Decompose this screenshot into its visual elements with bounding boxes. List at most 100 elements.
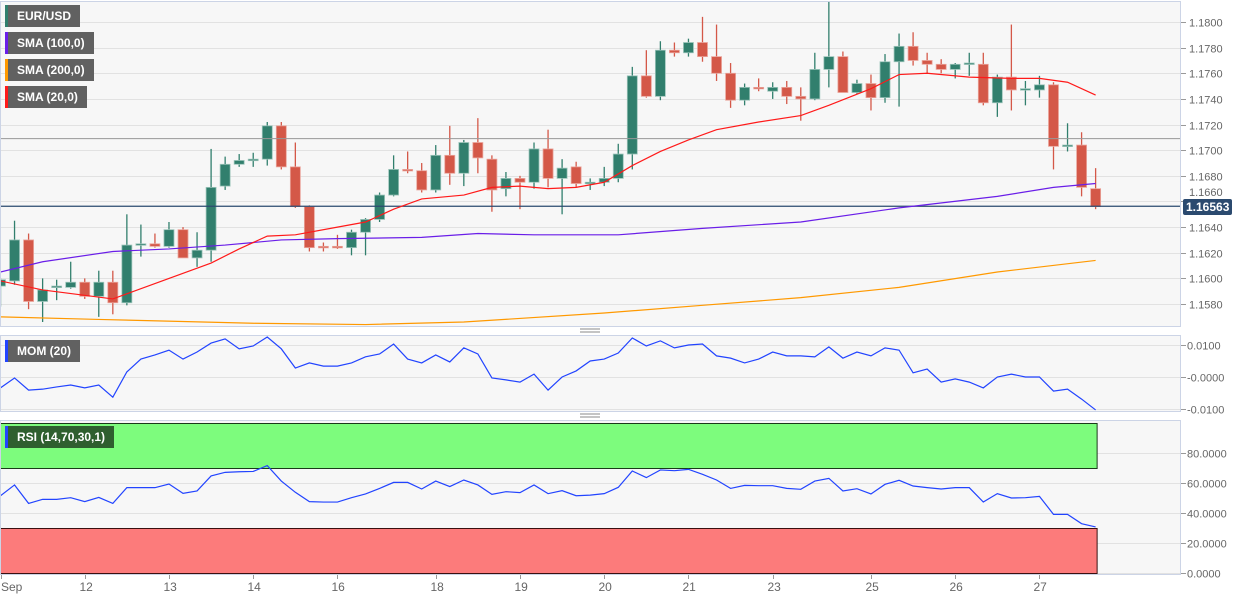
candle-body xyxy=(542,148,554,179)
candle xyxy=(654,41,666,101)
legend-eurusd[interactable]: EUR/USD xyxy=(5,5,81,27)
time-tick-label: 18 xyxy=(431,580,445,594)
candle-body xyxy=(753,86,765,90)
candle xyxy=(781,80,793,105)
candle-body xyxy=(556,167,568,179)
candle xyxy=(711,24,722,81)
last-price-label: 1.16563 xyxy=(1183,199,1233,215)
candle xyxy=(444,125,456,185)
candle-body xyxy=(205,186,217,251)
rsi-tick-label: 20.0000 xyxy=(1187,539,1227,551)
time-tick-label: 14 xyxy=(248,580,262,594)
candle xyxy=(1062,123,1073,152)
rsi-tick-label: 0.0000 xyxy=(1187,569,1221,581)
candle-body xyxy=(697,42,708,58)
legend-rsi[interactable]: RSI (14,70,30,1) xyxy=(5,426,115,448)
candle xyxy=(697,16,708,62)
candle xyxy=(107,270,119,315)
rsi-tick-label: 80.0000 xyxy=(1187,449,1227,461)
mom-tick-label: -0.0000 xyxy=(1187,373,1224,385)
legend-sma200[interactable]: SMA (200,0) xyxy=(5,59,94,81)
candle-body xyxy=(626,75,638,155)
candle xyxy=(640,50,652,98)
price-tick-label: 1.1640 xyxy=(1189,223,1223,235)
candle-body xyxy=(177,229,189,259)
rsi-oversold-zone xyxy=(1,528,1098,574)
momentum-panel[interactable] xyxy=(0,335,1181,412)
panel-resize-handle[interactable] xyxy=(580,413,600,418)
candle xyxy=(346,229,357,256)
candle-body xyxy=(233,160,245,165)
sma200-line xyxy=(1,259,1096,326)
candle xyxy=(893,33,905,107)
candle-body xyxy=(612,153,624,179)
indicator-lines xyxy=(1,336,1096,528)
candle xyxy=(205,148,217,262)
legend-label: SMA (100,0) xyxy=(17,36,85,50)
candle xyxy=(303,205,315,252)
price-tick-label: 1.1680 xyxy=(1189,172,1223,184)
candle-body xyxy=(1034,84,1045,91)
candle-body xyxy=(1048,84,1059,147)
candle xyxy=(1048,82,1059,170)
candle-body xyxy=(837,56,849,93)
candle xyxy=(570,161,582,188)
candle-body xyxy=(51,285,63,288)
candle xyxy=(233,154,245,167)
axes: 1.1580 1.1600 1.1620 1.1640 1.1660 1.1680 1.17… xyxy=(1,18,1227,594)
panel-resize-handle[interactable] xyxy=(580,328,600,333)
candle xyxy=(528,142,540,189)
legend-sma100[interactable]: SMA (100,0) xyxy=(5,32,94,54)
candles xyxy=(1,2,1102,322)
candle xyxy=(121,214,133,306)
candle xyxy=(767,82,779,99)
candle-body xyxy=(963,62,975,65)
legend-sma20[interactable]: SMA (20,0) xyxy=(5,86,87,108)
legend-momentum[interactable]: MOM (20) xyxy=(5,340,80,362)
candle xyxy=(991,74,1003,117)
candle xyxy=(809,52,821,101)
legend-color-bar xyxy=(5,86,8,108)
rsi-zones xyxy=(1,423,1098,574)
candle xyxy=(9,220,20,285)
candle xyxy=(1020,80,1031,106)
price-tick-label: 1.1800 xyxy=(1189,18,1223,30)
time-tick-label: 12 xyxy=(80,580,94,594)
time-tick-label: 21 xyxy=(683,580,697,594)
legend-label: SMA (200,0) xyxy=(17,63,85,77)
candle xyxy=(977,52,989,106)
candle-body xyxy=(191,249,203,259)
candle xyxy=(753,78,765,92)
momentum-line xyxy=(1,336,1096,411)
sma20-line xyxy=(1,72,1096,300)
price-tick-label: 1.1780 xyxy=(1189,44,1223,56)
legend-color-bar xyxy=(5,5,8,27)
candle xyxy=(65,261,77,289)
price-tick-label: 1.1580 xyxy=(1189,300,1223,312)
candle-body xyxy=(921,60,933,65)
candle xyxy=(177,227,189,259)
candle xyxy=(935,59,947,74)
legend-label: SMA (20,0) xyxy=(17,90,78,104)
candle-body xyxy=(640,75,652,97)
time-tick-label: 25 xyxy=(866,580,880,594)
candle-body xyxy=(275,125,287,168)
candle xyxy=(23,233,34,310)
candle-body xyxy=(374,194,385,220)
rsi-line xyxy=(1,464,1096,528)
candle-body xyxy=(935,63,947,70)
legend-color-bar xyxy=(5,340,8,362)
legend-label: RSI (14,70,30,1) xyxy=(17,430,106,444)
rsi-series xyxy=(1,464,1096,528)
candle-body xyxy=(107,281,119,304)
mom-tick-label: -0.0100 xyxy=(1187,405,1224,417)
candle xyxy=(360,218,371,256)
main-price-panel[interactable] xyxy=(0,1,1181,327)
candle xyxy=(669,42,680,57)
candle-body xyxy=(416,170,428,191)
price-tick-label: 1.1600 xyxy=(1189,274,1223,286)
candle xyxy=(823,2,835,88)
time-tick-label: 13 xyxy=(164,580,178,594)
gridlines xyxy=(1,22,1180,574)
